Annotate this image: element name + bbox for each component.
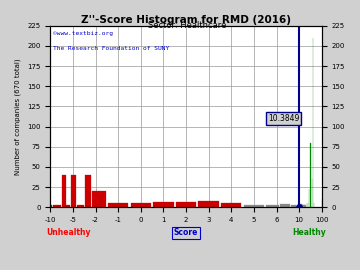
Bar (71, 175, 76, 207)
Y-axis label: Number of companies (670 total): Number of companies (670 total) (15, 58, 22, 175)
Bar (53, 205, 57, 207)
Bar (50, 205, 52, 207)
Bar (291, 205, 296, 207)
Bar (92, 191, 106, 207)
Bar (77, 205, 84, 207)
Bar (198, 201, 219, 207)
Bar (62, 175, 66, 207)
Text: Unhealthy: Unhealthy (46, 228, 91, 237)
Title: Z''-Score Histogram for RMD (2016): Z''-Score Histogram for RMD (2016) (81, 15, 291, 25)
Bar (66, 205, 71, 207)
Bar (57, 205, 61, 207)
Bar (244, 205, 264, 207)
Bar (153, 201, 174, 207)
Bar (221, 203, 242, 207)
Bar (297, 205, 299, 207)
Bar (266, 205, 279, 207)
Bar (285, 204, 291, 207)
Bar (108, 203, 128, 207)
Text: Sector: Healthcare: Sector: Healthcare (148, 21, 226, 30)
Text: 10.3849: 10.3849 (268, 114, 299, 123)
Bar (131, 203, 151, 207)
Text: ©www.textbiz.org: ©www.textbiz.org (53, 31, 113, 36)
Bar (280, 204, 285, 207)
Bar (85, 175, 91, 207)
Text: The Research Foundation of SUNY: The Research Foundation of SUNY (53, 46, 169, 51)
Text: Healthy: Healthy (292, 228, 326, 237)
Bar (176, 201, 196, 207)
Text: Score: Score (174, 228, 198, 237)
